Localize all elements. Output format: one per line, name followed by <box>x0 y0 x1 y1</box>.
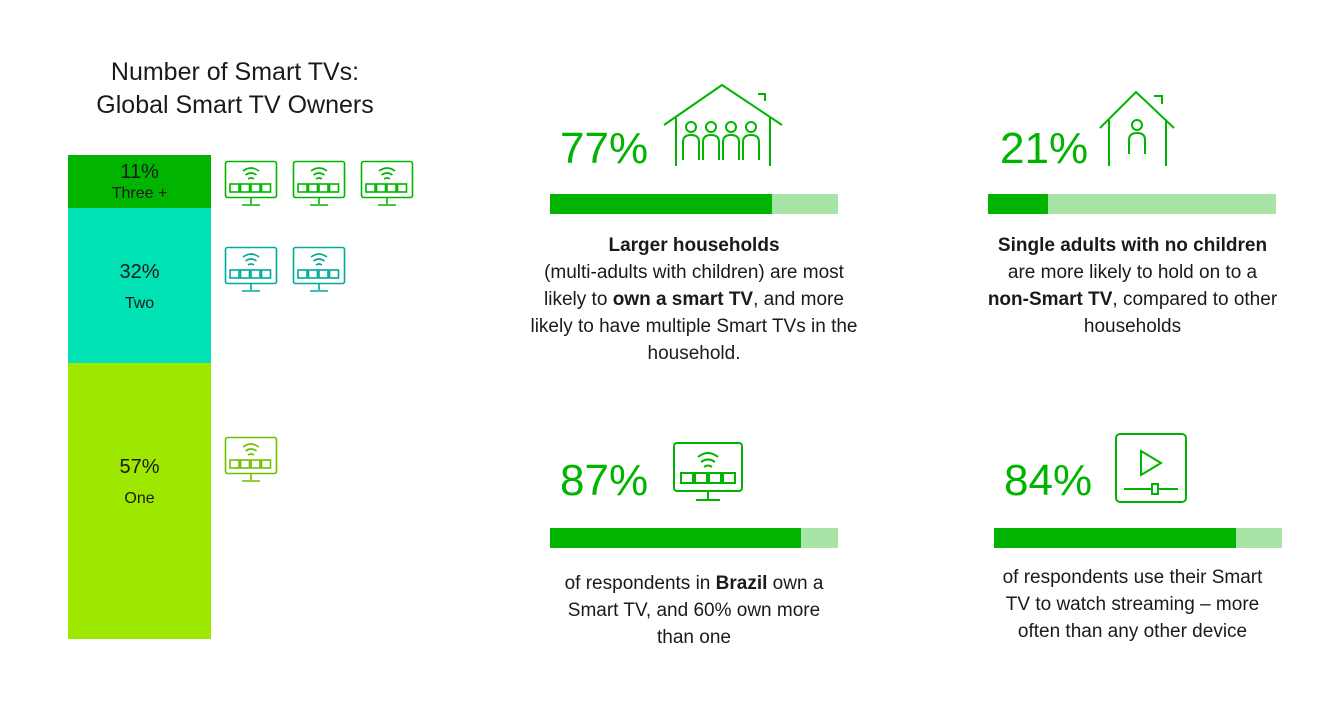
chart-title: Number of Smart TVs: Global Smart TV Own… <box>30 56 440 122</box>
chart-subtitle: Global Smart TV Owners <box>96 91 374 119</box>
segment-category-label: Two <box>124 295 155 312</box>
stat-larger-households-bar <box>550 194 838 214</box>
stat-streaming-bar <box>994 528 1282 548</box>
stat-single-adults-text: Single adults with no children are more … <box>985 232 1280 340</box>
segment-labels: 57% One <box>68 454 211 512</box>
smart-tv-icon <box>224 246 278 292</box>
segment-value-label: 57% <box>119 456 160 478</box>
stat-single-adults-bar <box>988 194 1276 214</box>
text-plain: are more likely to hold on to a <box>1007 262 1258 283</box>
bar-segment-three: 11% Three + <box>68 155 211 208</box>
segment-labels: 32% Two <box>68 259 211 317</box>
stat-larger-households-text: Larger households (multi-adults with chi… <box>525 232 863 367</box>
text-bold: Single adults with no children <box>997 235 1268 256</box>
stat-streaming-value: 84% <box>1004 456 1093 505</box>
stat-single-adults-bar-fill <box>988 194 1049 214</box>
bar-segment-two: 32% Two <box>68 208 211 363</box>
stat-single-adults-value: 21% <box>1000 124 1089 173</box>
segment-labels: 11% Three + <box>68 161 211 205</box>
smart-tv-icon <box>224 436 278 482</box>
chart-title-line1: Number of Smart TVs: <box>110 58 360 86</box>
text-plain: of respondents use their Smart TV to wat… <box>1002 567 1263 642</box>
smart-tv-icon <box>360 160 414 206</box>
segment-category-label: One <box>124 490 155 507</box>
house-person-icon <box>1099 90 1175 166</box>
segment-value-label: 11% <box>120 161 159 183</box>
segment-category-label: Three + <box>111 185 168 202</box>
stat-brazil-bar <box>550 528 838 548</box>
stat-brazil-text: of respondents in Brazil own a Smart TV,… <box>555 570 833 651</box>
text-bold: non-Smart TV <box>987 289 1113 310</box>
text-bold: Brazil <box>715 573 768 594</box>
text-plain: , and more likely to have multiple Smart… <box>530 289 858 364</box>
smart-tv-icon <box>292 160 346 206</box>
stat-larger-households-bar-fill <box>550 194 772 214</box>
stat-brazil-bar-fill <box>550 528 801 548</box>
smart-tv-icon <box>673 442 743 501</box>
smart-tv-icon <box>224 160 278 206</box>
text-plain: (multi-adults with children) are most li… <box>544 262 844 310</box>
text-plain: , compared to other households <box>1083 289 1278 337</box>
text-plain: own a Smart TV, and 60% own more than on… <box>567 573 824 648</box>
stat-larger-households-value: 77% <box>560 124 649 173</box>
video-player-icon <box>1115 433 1187 503</box>
text-bold: own a smart TV <box>612 289 754 310</box>
house-family-icon <box>663 83 783 166</box>
segment-value-label: 32% <box>119 261 160 283</box>
text-bold: Larger households <box>608 235 780 256</box>
stat-streaming-text: of respondents use their Smart TV to wat… <box>995 564 1270 645</box>
smart-tv-icon <box>292 246 346 292</box>
stat-streaming-bar-fill <box>994 528 1236 548</box>
stat-brazil-value: 87% <box>560 456 649 505</box>
bar-segment-one: 57% One <box>68 363 211 639</box>
text-plain: of respondents in <box>564 573 716 594</box>
